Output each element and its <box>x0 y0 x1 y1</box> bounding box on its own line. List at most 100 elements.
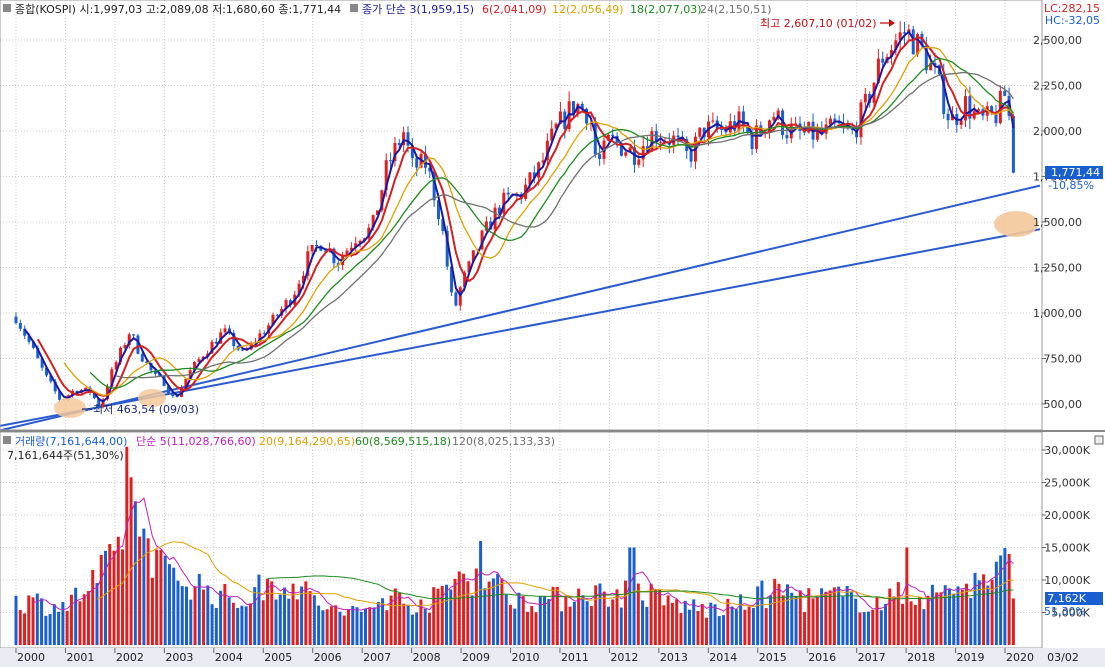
volume-bar <box>841 596 845 645</box>
volume-axis: 30,000K 25,000K 20,000K 15,000K 10,000K 5,000… <box>1042 444 1091 620</box>
candle-body <box>349 247 353 251</box>
volume-bar <box>811 598 815 645</box>
volume-bar <box>905 547 909 645</box>
volume-bar <box>346 609 350 645</box>
candle-body <box>815 128 819 140</box>
candle-body <box>619 142 623 156</box>
legend-ma3: 종가 단순 3(1,959,15) <box>362 3 474 16</box>
candle-body <box>933 63 937 66</box>
volume-bar <box>227 597 231 645</box>
candle-body <box>767 120 771 133</box>
candle-body <box>689 150 693 162</box>
candle-body <box>389 160 393 162</box>
volume-bar <box>321 610 325 645</box>
volume-bar <box>116 536 120 645</box>
hc-label: HC:-32,05 <box>1045 14 1100 27</box>
candle-body <box>40 358 44 368</box>
ma-line-3 <box>23 30 1015 403</box>
x-tick-label: 2017 <box>858 651 886 664</box>
trendline-upper[interactable] <box>0 184 1041 432</box>
candle-body <box>720 128 724 130</box>
volume-bar <box>871 609 875 645</box>
legend-ma12: 12(2,056,49) <box>552 3 624 16</box>
volume-bar <box>598 583 602 645</box>
candle-body <box>358 240 362 244</box>
volume-bar <box>739 594 743 645</box>
volume-bar <box>803 612 807 645</box>
current-price-badge <box>1045 166 1103 179</box>
candle-body <box>197 359 201 362</box>
candle-body <box>127 334 131 346</box>
volume-bar <box>901 603 905 645</box>
volume-bar <box>965 583 969 645</box>
y-tick-label: 750,00 <box>1044 353 1083 366</box>
volume-bar <box>534 612 538 645</box>
volume-bar <box>709 602 713 645</box>
volume-bar <box>1007 554 1011 645</box>
candle-body <box>541 160 545 163</box>
volume-bar <box>295 599 299 645</box>
candle-body <box>593 123 597 155</box>
volume-bar <box>325 609 329 645</box>
x-axis-bar <box>0 648 1105 667</box>
volume-bar <box>193 586 197 645</box>
x-tick-label: 2011 <box>561 651 589 664</box>
volume-bar <box>999 555 1003 645</box>
candle-body <box>942 74 946 114</box>
volume-bar <box>419 599 423 645</box>
volume-bar <box>283 587 287 645</box>
volume-bar <box>602 591 606 645</box>
candle-body <box>166 385 170 394</box>
volume-bar <box>760 580 764 645</box>
ma-line-6 <box>36 36 1015 397</box>
candle-body <box>105 386 109 400</box>
candle-body <box>659 141 663 143</box>
volume-bar <box>683 600 687 645</box>
volume-bar <box>338 611 342 645</box>
volume-bar <box>824 591 828 645</box>
candle-body <box>436 200 440 220</box>
panel-close-icon[interactable] <box>1094 435 1104 445</box>
candle-body <box>184 379 188 388</box>
y-tick-label: 2,250,00 <box>1033 80 1082 93</box>
x-axis: 2000 2001 2002 2003 2004 2005 2006 2007 2008 2009… <box>15 648 1034 664</box>
candle-body <box>18 323 22 329</box>
candle-body <box>371 215 375 228</box>
candle-body <box>397 142 401 146</box>
volume-bar <box>479 541 483 645</box>
volume-bar <box>747 606 751 645</box>
candle-body <box>963 96 967 121</box>
volume-bar <box>31 597 35 645</box>
volume-bar <box>453 578 457 645</box>
candle-body <box>84 387 88 391</box>
volume-bar <box>48 614 52 645</box>
candle-body <box>833 118 837 123</box>
volume-bar <box>197 573 201 645</box>
y-tick-label: 10,000K <box>1044 574 1090 587</box>
volume-bar <box>393 588 397 645</box>
candle-body <box>249 342 253 350</box>
volume-bar <box>956 586 960 645</box>
volume-bar <box>764 608 768 645</box>
volume-bar <box>768 595 772 645</box>
candle-body <box>881 58 885 63</box>
volume-bar <box>543 596 547 645</box>
volume-bar <box>751 608 755 645</box>
candle-body <box>598 154 602 159</box>
volume-bar <box>86 591 90 645</box>
volume-bar <box>615 589 619 645</box>
volume-bar <box>35 593 39 645</box>
candle-body <box>301 275 305 284</box>
volume-bar <box>23 613 27 645</box>
y-tick-label: 1,250,00 <box>1033 262 1082 275</box>
x-tick-label: 2013 <box>660 651 688 664</box>
candle-body <box>380 190 384 211</box>
volume-bar <box>572 601 576 645</box>
candle-body <box>532 172 536 178</box>
candle-body <box>288 300 292 305</box>
volume-bar <box>952 593 956 645</box>
x-tick-label: 2015 <box>759 651 787 664</box>
volume-bar <box>692 599 696 645</box>
volume-bar <box>491 578 495 645</box>
candle-body <box>271 314 275 326</box>
